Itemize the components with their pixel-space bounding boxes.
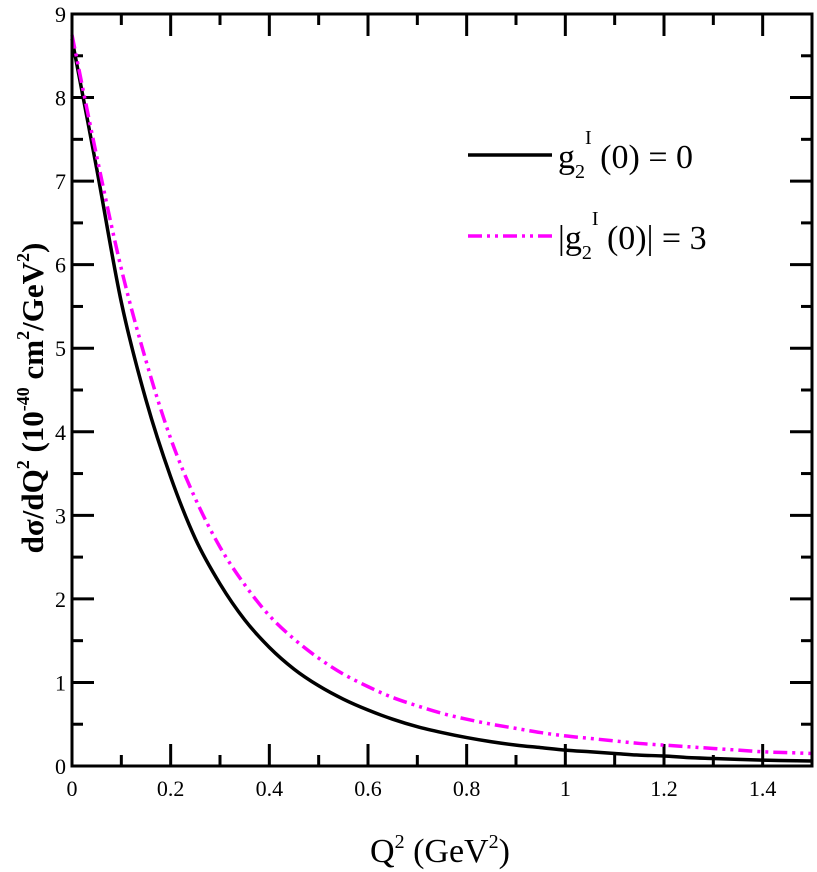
x-axis-title-unit: (GeV xyxy=(405,833,489,870)
y-axis-title-part3: cm xyxy=(15,340,50,388)
legend-label-dashdot: |g2I (0)| = 3 xyxy=(558,208,707,264)
y-tick-label: 9 xyxy=(55,2,66,27)
y-axis-title: dσ/dQ2 (10-40 cm2/GeV2) xyxy=(13,243,50,554)
legend-label-dashdot-g: g xyxy=(565,220,582,257)
y-axis-title-sup3: 2 xyxy=(13,331,33,340)
y-axis-title-part4: /GeV xyxy=(15,261,50,331)
y-tick-label: 3 xyxy=(55,503,66,528)
series-group xyxy=(70,34,813,763)
legend-label-dashdot-post: (0)| = 3 xyxy=(598,220,706,257)
x-tick-label: 0.4 xyxy=(256,776,284,801)
legend-label-solid-sup: I xyxy=(585,127,592,149)
y-axis-title-part5: ) xyxy=(15,243,50,253)
y-axis-title-sup4: 2 xyxy=(13,253,33,262)
y-tick-label: 6 xyxy=(55,253,66,278)
x-axis-title-close: ) xyxy=(499,833,510,870)
legend-label-solid: g2I (0) = 0 xyxy=(558,127,693,183)
x-tick-label: 0 xyxy=(67,776,78,801)
x-tick-label: 1 xyxy=(560,776,571,801)
ticks xyxy=(70,12,814,768)
series-line-dashdot xyxy=(70,34,813,756)
x-axis-title-sup: 2 xyxy=(395,831,405,853)
y-tick-label: 5 xyxy=(55,336,66,361)
x-axis-title-base: Q xyxy=(370,833,395,870)
legend-label-dashdot-sup: I xyxy=(592,208,599,230)
y-tick-label: 8 xyxy=(55,86,66,111)
legend: g2I (0) = 0 |g2I (0)| = 3 xyxy=(468,127,707,264)
legend-label-dashdot-sub: 2 xyxy=(582,242,592,264)
y-tick-label: 2 xyxy=(55,587,66,612)
tick-labels: 0 0.2 0.4 0.6 0.8 1 1.2 1.4 0 1 2 3 4 5 6 7 8 9 xyxy=(55,2,776,801)
y-tick-label: 7 xyxy=(55,169,66,194)
y-tick-label: 1 xyxy=(55,670,66,695)
series-line-solid xyxy=(70,38,813,763)
y-axis-title-part1: dσ/dQ xyxy=(15,469,50,553)
y-axis-title-sup1: 2 xyxy=(13,460,33,469)
y-axis-title-part2: (10 xyxy=(15,411,50,460)
x-tick-label: 1.4 xyxy=(749,776,777,801)
legend-label-solid-sub: 2 xyxy=(575,161,585,183)
legend-label-dashdot-pre: | xyxy=(558,220,565,257)
x-tick-label: 0.8 xyxy=(453,776,481,801)
legend-label-solid-post: (0) = 0 xyxy=(592,139,693,176)
legend-label-solid-g: g xyxy=(558,139,575,176)
x-tick-label: 1.2 xyxy=(650,776,678,801)
plot-frame xyxy=(70,12,814,768)
x-axis-title: Q2 (GeV2) xyxy=(370,831,510,870)
y-axis-title-sup2: -40 xyxy=(13,387,33,411)
x-axis-title-unit-sup: 2 xyxy=(489,831,499,853)
x-tick-label: 0.6 xyxy=(354,776,382,801)
x-tick-label: 0.2 xyxy=(157,776,185,801)
y-tick-label: 4 xyxy=(55,420,66,445)
y-tick-label: 0 xyxy=(55,754,66,779)
